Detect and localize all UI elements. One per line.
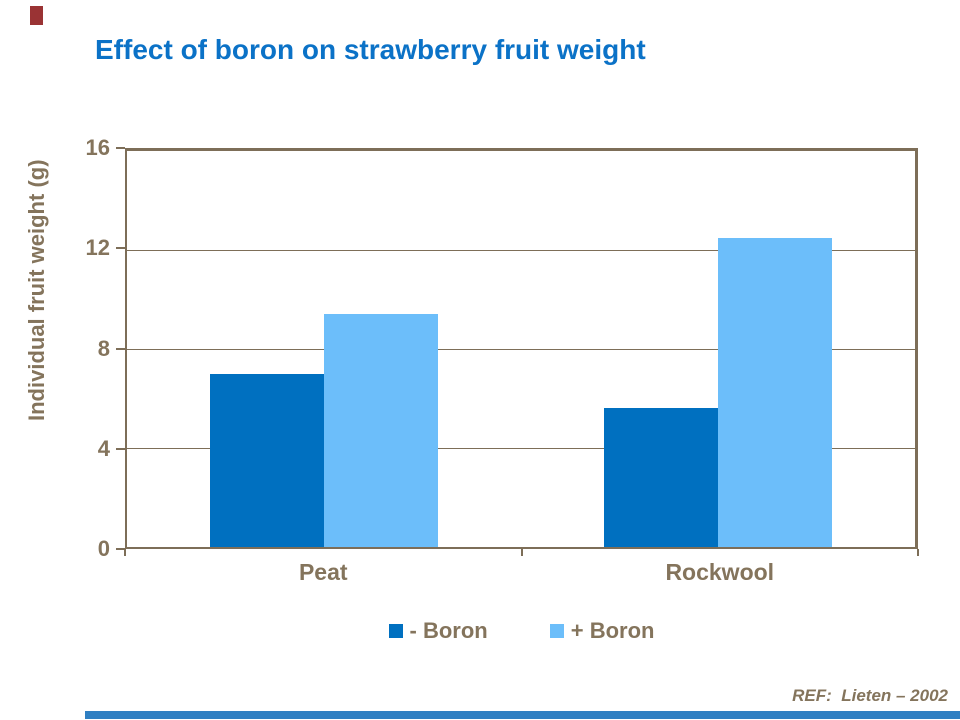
bar-peat-minus-boron (210, 373, 324, 547)
y-tick-mark-12 (116, 247, 125, 250)
category-label-peat: Peat (298, 559, 348, 585)
x-tick-mark-100 (917, 549, 919, 556)
y-tick-label-16: 16 (85, 135, 110, 160)
legend-item-plus-boron: + Boron (549, 618, 655, 643)
y-tick-label-4: 4 (97, 435, 110, 461)
bar-rockwool-plus-boron (718, 237, 832, 547)
x-tick-mark-0 (124, 549, 126, 556)
gridline-y-4 (127, 448, 915, 449)
y-tick-label-8: 8 (97, 335, 110, 361)
y-tick-label-12: 12 (85, 235, 110, 261)
legend-swatch-minus-boron (388, 624, 403, 638)
plot-area (125, 148, 918, 549)
chart-title: Effect of boron on strawberry fruit weig… (95, 34, 646, 65)
gridline-y-12 (127, 250, 915, 251)
y-axis-tick-marks (116, 147, 125, 550)
gridline-y-8 (127, 349, 915, 350)
y-tick-mark-16 (116, 147, 125, 149)
legend-label-plus-boron: + Boron (570, 618, 655, 643)
y-tick-label-0: 0 (97, 536, 110, 561)
legend-swatch-plus-boron (549, 624, 564, 638)
bar-rockwool-minus-boron (604, 408, 718, 547)
y-tick-mark-4 (116, 447, 125, 450)
y-tick-mark-8 (116, 347, 125, 350)
legend-label-minus-boron: - Boron (409, 618, 488, 643)
bar-peat-plus-boron (324, 314, 438, 547)
x-axis-tick-marks (124, 549, 919, 556)
y-axis-labels: 0 4 8 12 16 (48, 137, 110, 560)
x-axis-labels: Peat Rockwool (125, 559, 918, 589)
y-tick-mark-0 (116, 548, 125, 550)
category-label-rockwool: Rockwool (665, 559, 775, 585)
legend-item-minus-boron: - Boron (388, 618, 488, 643)
corner-accent-mark (30, 6, 43, 25)
reference-text: REF: Lieten – 2002 (792, 686, 948, 705)
x-tick-mark-50 (520, 549, 523, 556)
legend: - Boron + Boron (125, 620, 918, 642)
bottom-accent-bar (85, 711, 960, 719)
